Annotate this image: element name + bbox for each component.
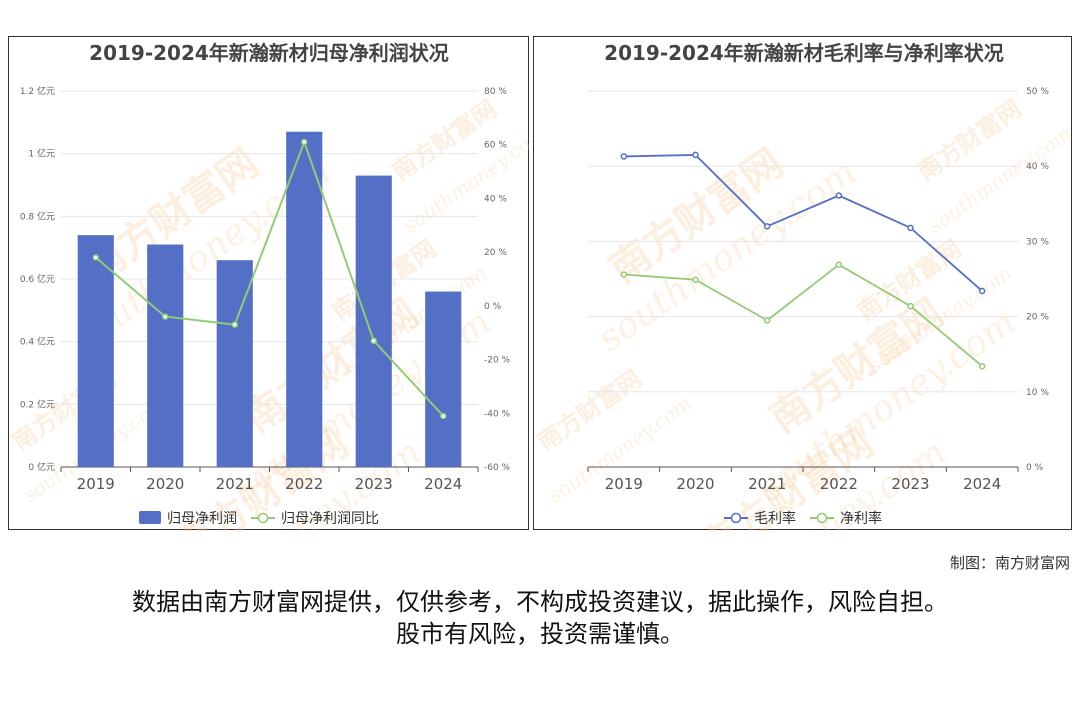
legend-yoy-swatch-dot	[257, 512, 269, 524]
point-gross-margin	[620, 153, 628, 160]
point-gross-margin	[907, 224, 914, 232]
x-tick-label: 2023	[355, 475, 393, 493]
legend-net-margin-swatch-dot	[816, 512, 828, 524]
legend-gross-margin-label: 毛利率	[754, 510, 796, 527]
point-net-margin	[835, 261, 843, 268]
series-line-gross-margin	[623, 154, 983, 292]
x-tick-label: 2019	[77, 475, 115, 493]
series-line-yoy	[95, 139, 444, 417]
y-right-tick-label: 20 %	[484, 248, 507, 258]
point-gross-margin	[835, 192, 843, 199]
legend-net-profit-swatch	[139, 511, 161, 524]
chart-title: 2019-2024年新瀚新材毛利率与净利率状况	[604, 41, 1004, 65]
y-right-tick-label: -40 %	[484, 409, 511, 419]
y-right-tick-label: -20 %	[484, 356, 511, 366]
y-right-tick-label: 40 %	[1026, 162, 1049, 172]
point-net-margin	[763, 317, 771, 324]
chart-title: 2019-2024年新瀚新材归母净利润状况	[89, 41, 449, 65]
chart-panel-margins: 南方财富网 southmoney.com 南方财富网 southmoney.com 南方…	[533, 36, 1073, 531]
bar-net-profit	[286, 131, 323, 467]
y-right-tick-label: 50 %	[1026, 87, 1049, 97]
point-yoy	[440, 412, 447, 420]
y-right-tick-label: 0 %	[484, 302, 502, 312]
series-line-net-margin	[623, 263, 983, 367]
legend-yoy-label: 归母净利润同比	[281, 510, 379, 527]
x-tick-label: 2024	[963, 475, 1001, 493]
point-gross-margin	[763, 223, 771, 230]
point-yoy	[162, 313, 169, 320]
bar-net-profit	[425, 291, 462, 467]
legend-net-profit-label: 归母净利润	[167, 510, 237, 527]
bar-net-profit	[77, 235, 114, 467]
point-yoy	[231, 321, 238, 328]
net-profit-chart-svg: 南方财富网southmoney.com南方财富网southmoney.com南方…	[9, 41, 530, 531]
x-tick-label: 2020	[676, 475, 714, 493]
y-right-tick-label: 60 %	[484, 141, 507, 151]
y-right-tick-label: -60 %	[484, 463, 511, 473]
y-left-tick-label: 0 亿元	[28, 461, 55, 473]
y-left-tick-label: 1.2 亿元	[20, 85, 55, 97]
point-net-margin	[692, 276, 699, 284]
y-right-tick-label: 40 %	[484, 194, 507, 204]
point-gross-margin	[692, 151, 699, 159]
chart-credit: 制图：南方财富网	[949, 554, 1070, 572]
x-tick-label: 2022	[285, 475, 323, 493]
y-left-tick-label: 0.8 亿元	[20, 210, 55, 222]
x-tick-label: 2021	[216, 475, 254, 493]
disclaimer-line-1: 数据由南方财富网提供，仅供参考，不构成投资建议，据此操作，风险自担。	[132, 588, 948, 616]
x-tick-label: 2020	[146, 475, 184, 493]
x-tick-label: 2023	[891, 475, 929, 493]
y-right-tick-label: 0 %	[1026, 463, 1044, 473]
point-yoy	[301, 138, 308, 146]
y-left-tick-label: 0.4 亿元	[20, 336, 55, 348]
x-tick-label: 2022	[820, 475, 858, 493]
bar-net-profit	[147, 244, 184, 467]
point-net-margin	[978, 362, 986, 370]
y-right-tick-label: 10 %	[1026, 388, 1049, 398]
chart-panel-net-profit: 南方财富网southmoney.com南方财富网southmoney.com南方…	[8, 36, 530, 531]
margin-chart-svg: 南方财富网southmoney.com南方财富网southmoney.com南方…	[534, 41, 1073, 531]
y-right-tick-label: 80 %	[484, 87, 507, 97]
y-left-tick-label: 1 亿元	[28, 148, 55, 160]
point-gross-margin	[978, 287, 986, 295]
legend-gross-margin-swatch-dot	[730, 512, 742, 524]
point-net-margin	[620, 271, 628, 278]
y-left-tick-label: 0.2 亿元	[20, 398, 55, 410]
y-left-tick-label: 0.6 亿元	[20, 273, 55, 285]
y-right-tick-label: 30 %	[1026, 237, 1049, 247]
point-yoy	[370, 337, 377, 345]
disclaimer-line-2: 股市有风险，投资需谨慎。	[396, 620, 684, 648]
y-right-tick-label: 20 %	[1026, 313, 1049, 323]
x-tick-label: 2019	[605, 475, 643, 493]
point-net-margin	[907, 302, 914, 310]
x-tick-label: 2024	[424, 475, 462, 493]
bar-net-profit	[355, 175, 392, 467]
point-yoy	[92, 254, 99, 261]
legend-net-margin-label: 净利率	[840, 510, 882, 527]
x-tick-label: 2021	[748, 475, 786, 493]
